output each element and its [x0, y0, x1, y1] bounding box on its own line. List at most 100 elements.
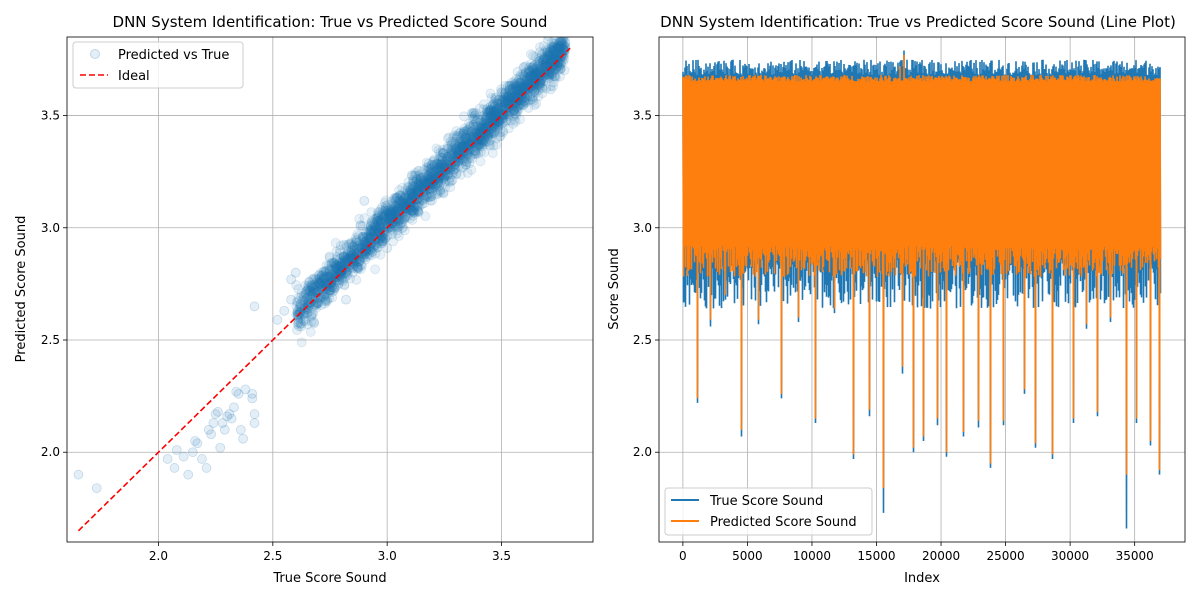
scatter-cloud-point — [292, 297, 302, 308]
scatter-cloud-point — [459, 140, 470, 151]
scatter-cloud-point — [547, 42, 558, 53]
scatter-point — [473, 128, 484, 139]
scatter-cloud-point — [319, 292, 329, 302]
scatter-cloud-point — [419, 184, 430, 195]
scatter-cloud-point — [508, 89, 519, 100]
scatter-cloud-point — [423, 166, 434, 177]
scatter-cloud-point — [446, 161, 457, 172]
scatter-cloud-point — [412, 184, 423, 195]
scatter-cloud-point — [300, 289, 311, 300]
scatter-cloud-point — [390, 194, 400, 205]
scatter-cloud-point — [372, 215, 382, 226]
scatter-cloud-point — [555, 37, 566, 47]
scatter-cloud-point — [426, 191, 437, 202]
scatter-cloud-point — [430, 166, 441, 176]
scatter-cloud-point — [361, 241, 372, 252]
scatter-cloud-point — [426, 167, 437, 178]
scatter-cloud-point — [351, 236, 362, 246]
scatter-cloud-point — [413, 178, 423, 189]
scatter-cloud-point — [539, 70, 549, 81]
scatter-cloud-point — [469, 107, 480, 118]
scatter-cloud-point — [406, 205, 417, 216]
scatter-cloud-point — [435, 161, 446, 172]
scatter-cloud-point — [324, 281, 335, 292]
scatter-cloud-point — [470, 145, 480, 156]
scatter-cloud-point — [540, 58, 551, 69]
scatter-cloud-point — [326, 258, 337, 269]
scatter-cloud-point — [519, 96, 530, 107]
scatter-cloud-point — [438, 148, 448, 159]
scatter-cloud-point — [425, 163, 436, 174]
scatter-cloud-point — [482, 121, 493, 132]
scatter-cloud-point — [534, 66, 545, 77]
scatter-cloud-point — [468, 120, 479, 130]
scatter-cloud-point — [350, 233, 361, 243]
scatter-cloud-point — [544, 72, 555, 83]
line-y-tick-label: 2.5 — [633, 333, 652, 347]
scatter-cloud-point — [340, 257, 350, 267]
scatter-cloud-point — [346, 245, 357, 255]
scatter-point — [208, 418, 219, 428]
scatter-cloud-point — [474, 134, 485, 144]
scatter-cloud-point — [417, 195, 428, 206]
scatter-cloud-point — [442, 143, 453, 154]
scatter-cloud-point — [529, 70, 540, 81]
scatter-cloud-point — [550, 38, 560, 49]
scatter-cloud-point — [483, 121, 494, 132]
scatter-cloud-point — [362, 252, 372, 262]
scatter-cloud-point — [534, 76, 545, 87]
scatter-cloud-point — [501, 115, 512, 126]
scatter-cloud-point — [502, 106, 513, 116]
scatter-cloud-point — [491, 108, 502, 119]
scatter-cloud-point — [546, 55, 556, 65]
scatter-cloud-point — [506, 77, 517, 88]
scatter-cloud-point — [534, 56, 545, 67]
scatter-cloud-point — [510, 116, 521, 127]
scatter-cloud-point — [491, 119, 502, 129]
scatter-cloud-point — [438, 188, 449, 199]
scatter-cloud-point — [409, 203, 420, 213]
scatter-cloud-point — [521, 79, 532, 89]
scatter-cloud-point — [555, 58, 566, 69]
scatter-cloud-point — [451, 137, 462, 147]
scatter-cloud-point — [462, 154, 473, 165]
scatter-cloud-point — [546, 68, 556, 78]
scatter-cloud-point — [377, 237, 388, 248]
scatter-cloud-point — [491, 105, 502, 116]
scatter-cloud-point — [546, 56, 556, 66]
scatter-cloud-point — [467, 108, 478, 119]
scatter-cloud-point — [428, 174, 439, 185]
scatter-y-tick-label: 3.5 — [41, 109, 60, 123]
scatter-cloud-point — [486, 128, 497, 139]
scatter-cloud-point — [403, 177, 414, 187]
scatter-cloud-point — [384, 218, 395, 229]
scatter-cloud-point — [465, 140, 476, 150]
scatter-point — [247, 393, 258, 404]
scatter-cloud-point — [310, 281, 321, 292]
scatter-cloud-point — [356, 241, 367, 252]
scatter-point — [187, 447, 198, 458]
scatter-point — [439, 157, 450, 168]
scatter-cloud-point — [484, 106, 494, 116]
scatter-cloud-point — [439, 173, 449, 184]
scatter-cloud-point — [437, 156, 448, 166]
scatter-cloud-point — [465, 152, 476, 163]
scatter-cloud-point — [314, 273, 325, 284]
scatter-cloud-point — [521, 83, 532, 94]
scatter-cloud-point — [421, 178, 432, 189]
scatter-cloud-point — [441, 162, 451, 172]
scatter-cloud-point — [510, 109, 521, 119]
scatter-point — [295, 299, 306, 309]
scatter-cloud-point — [426, 160, 437, 170]
scatter-cloud-point — [541, 59, 552, 69]
scatter-cloud-point — [374, 221, 385, 232]
scatter-cloud-point — [500, 92, 510, 103]
scatter-cloud-point — [452, 130, 463, 141]
scatter-cloud-point — [559, 42, 570, 53]
scatter-cloud-point — [320, 298, 330, 309]
scatter-cloud-point — [475, 138, 486, 149]
scatter-cloud-point — [498, 127, 509, 138]
scatter-cloud-point — [298, 290, 309, 301]
scatter-cloud-point — [471, 128, 482, 139]
scatter-cloud-point — [341, 242, 352, 253]
